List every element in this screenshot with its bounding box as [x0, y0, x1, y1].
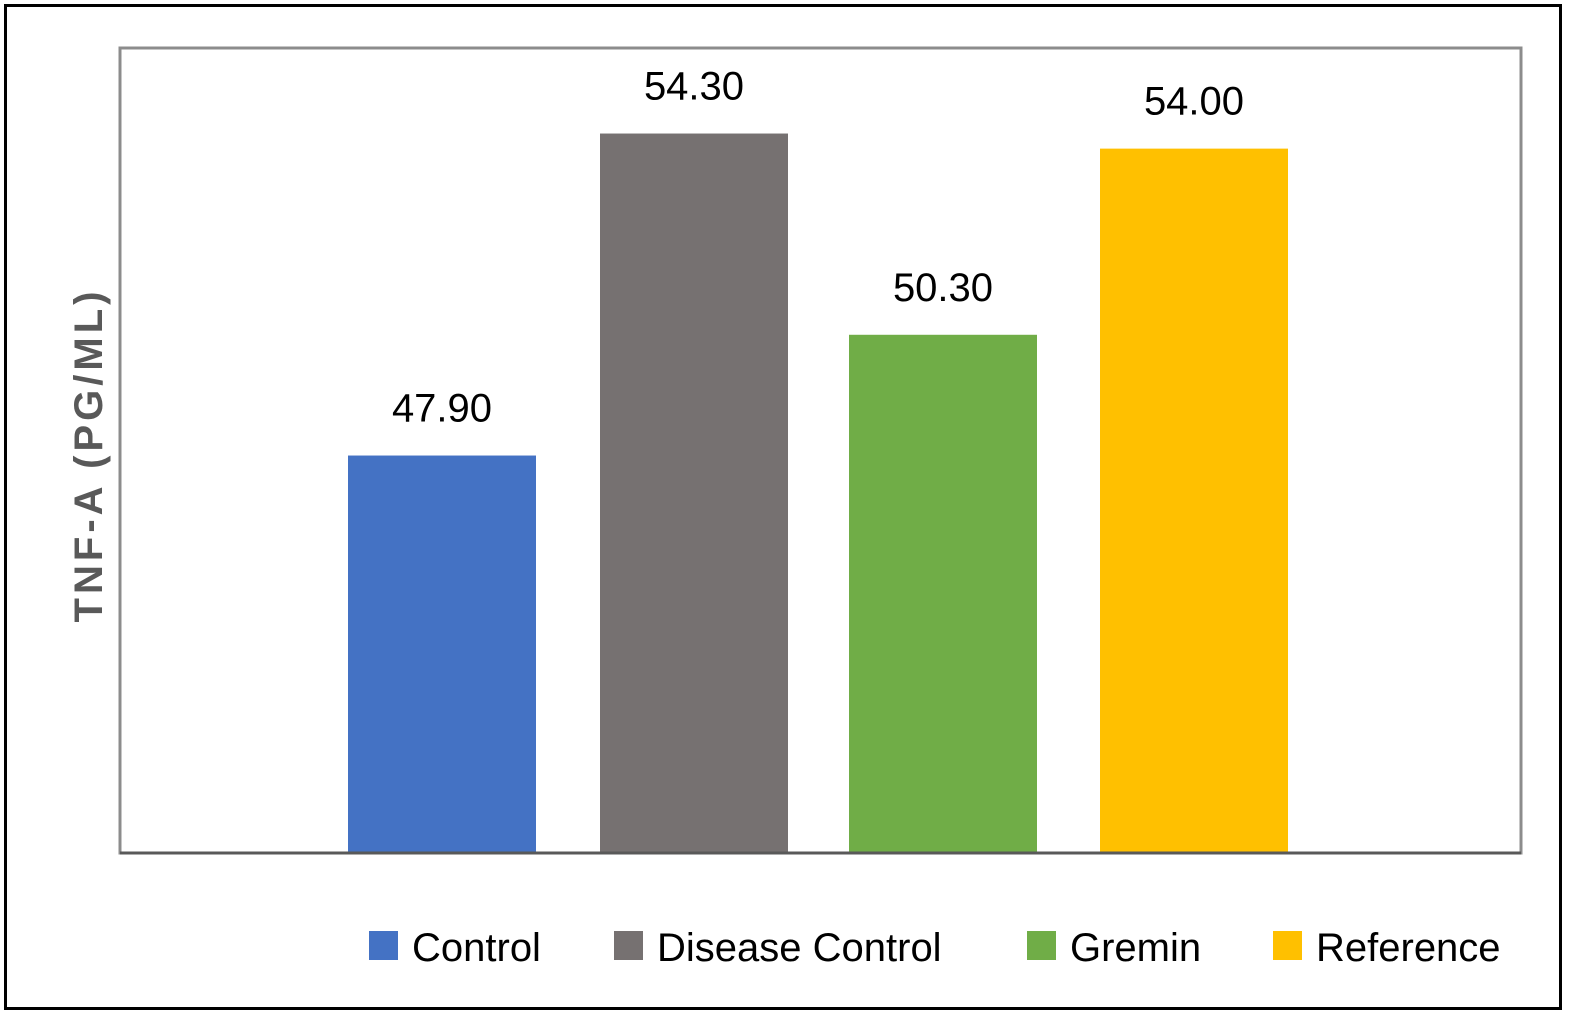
bar-gremin	[849, 334, 1037, 853]
data-label-disease-control: 54.30	[644, 65, 744, 109]
legend-swatch-control	[369, 931, 398, 960]
legend-swatch-disease-control	[614, 931, 643, 960]
legend-label-gremin: Gremin	[1070, 926, 1201, 970]
legend-swatch-reference	[1273, 931, 1302, 960]
data-label-reference: 54.00	[1144, 80, 1244, 124]
legend-label-disease-control: Disease Control	[657, 926, 942, 970]
bar-disease-control	[600, 133, 788, 853]
chart-frame	[4, 4, 1562, 1010]
y-axis-title: TNF-A (PG/ML)	[67, 288, 111, 623]
data-label-gremin: 50.30	[893, 266, 993, 310]
plot-area	[118, 46, 1523, 855]
bar-control	[348, 455, 536, 853]
bars-group	[348, 133, 1288, 853]
legend-label-reference: Reference	[1316, 926, 1501, 970]
legend-label-control: Control	[412, 926, 541, 970]
data-label-control: 47.90	[392, 387, 492, 431]
value-labels-group: 47.90 54.30 50.30 54.00	[392, 65, 1244, 431]
bar-reference	[1100, 148, 1288, 853]
legend-swatch-gremin	[1027, 931, 1056, 960]
legend: Control Disease Control Gremin Reference	[369, 926, 1501, 970]
